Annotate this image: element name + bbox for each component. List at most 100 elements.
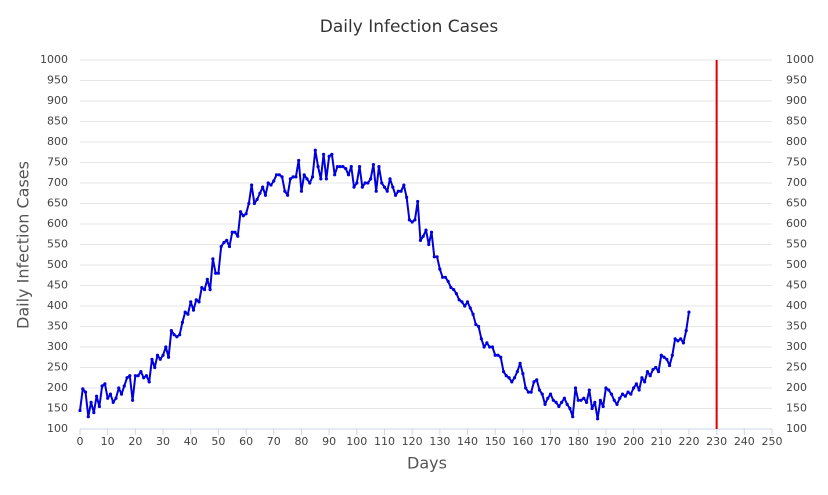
- y-tick-label: 150: [47, 402, 68, 415]
- data-point: [200, 285, 204, 290]
- data-point: [385, 189, 389, 193]
- data-point: [471, 312, 475, 316]
- data-point: [529, 390, 533, 394]
- data-point: [402, 183, 406, 187]
- data-point: [593, 400, 597, 404]
- data-point: [349, 165, 353, 169]
- data-point: [413, 218, 417, 222]
- data-point: [238, 210, 243, 214]
- data-point: [460, 300, 464, 304]
- y2-tick-label: 300: [786, 340, 807, 353]
- data-point: [648, 374, 652, 378]
- data-point: [457, 298, 461, 302]
- y2-tick-label: 250: [786, 361, 807, 374]
- data-point: [327, 154, 331, 158]
- data-point: [493, 353, 497, 357]
- x-tick-label: 220: [678, 435, 699, 448]
- y-tick-label: 1000: [40, 53, 68, 66]
- data-point: [81, 387, 85, 391]
- data-point: [288, 177, 292, 181]
- data-point: [274, 173, 279, 177]
- data-point: [623, 394, 627, 398]
- data-point: [429, 230, 434, 234]
- data-point: [515, 370, 519, 374]
- data-point: [230, 230, 234, 234]
- data-point: [596, 417, 600, 421]
- data-line: [79, 149, 690, 420]
- data-point: [338, 165, 342, 169]
- data-point: [83, 390, 88, 394]
- data-point: [175, 335, 179, 339]
- data-point: [108, 392, 113, 396]
- y2-tick-label: 450: [786, 279, 807, 292]
- data-point: [333, 173, 337, 177]
- data-point: [147, 380, 151, 384]
- x-tick-label: 190: [595, 435, 616, 448]
- data-point: [454, 292, 459, 296]
- data-point: [191, 308, 196, 312]
- data-point: [363, 181, 367, 185]
- data-point: [482, 345, 486, 349]
- data-point: [654, 365, 658, 370]
- data-point: [443, 275, 447, 279]
- data-point: [374, 189, 378, 193]
- data-point: [546, 396, 550, 400]
- y-axis-title: Daily Infection Cases: [14, 161, 33, 329]
- data-point: [532, 380, 536, 384]
- data-point: [391, 185, 395, 189]
- data-point: [576, 398, 580, 402]
- data-point: [485, 341, 489, 345]
- data-point: [139, 370, 143, 374]
- data-point: [189, 300, 193, 304]
- data-point: [620, 392, 625, 396]
- data-point: [266, 181, 270, 185]
- data-point: [465, 300, 470, 304]
- data-point: [164, 345, 168, 349]
- data-point: [557, 404, 561, 409]
- data-point: [551, 398, 555, 402]
- data-point: [601, 404, 605, 409]
- x-tick-label: 170: [540, 435, 561, 448]
- data-point: [321, 152, 326, 156]
- data-point: [97, 404, 101, 409]
- y-tick-label: 650: [47, 197, 68, 210]
- data-point: [247, 201, 251, 206]
- data-point: [114, 396, 118, 400]
- data-point: [446, 279, 450, 283]
- data-point: [142, 376, 146, 380]
- y-tick-label: 750: [47, 156, 68, 169]
- data-point: [377, 165, 381, 169]
- data-point: [512, 376, 517, 380]
- data-point: [261, 185, 265, 189]
- y2-tick-label: 1000: [786, 53, 814, 66]
- data-point: [208, 288, 212, 292]
- data-point: [355, 181, 359, 185]
- data-point: [305, 177, 309, 181]
- data-point: [346, 173, 351, 177]
- data-point: [615, 402, 619, 406]
- data-point: [103, 382, 107, 386]
- data-point: [609, 392, 614, 396]
- x-tick-label: 240: [734, 435, 755, 448]
- data-point: [587, 388, 591, 392]
- data-point: [357, 165, 362, 169]
- data-point: [632, 386, 636, 390]
- x-tick-label: 150: [485, 435, 506, 448]
- data-point: [216, 271, 220, 275]
- data-point: [584, 400, 589, 404]
- data-point: [676, 339, 680, 343]
- y-tick-label: 450: [47, 279, 68, 292]
- data-point: [662, 355, 666, 359]
- y2-tick-label: 800: [786, 135, 807, 148]
- data-point: [100, 384, 104, 388]
- y-tick-label: 500: [47, 258, 68, 271]
- x-tick-label: 200: [623, 435, 644, 448]
- y2-tick-label: 350: [786, 320, 807, 333]
- data-point: [407, 218, 411, 222]
- data-point: [571, 415, 575, 419]
- data-point: [548, 392, 553, 396]
- data-point: [416, 199, 420, 204]
- data-point: [543, 402, 547, 406]
- data-point: [540, 392, 544, 396]
- data-point: [252, 201, 256, 206]
